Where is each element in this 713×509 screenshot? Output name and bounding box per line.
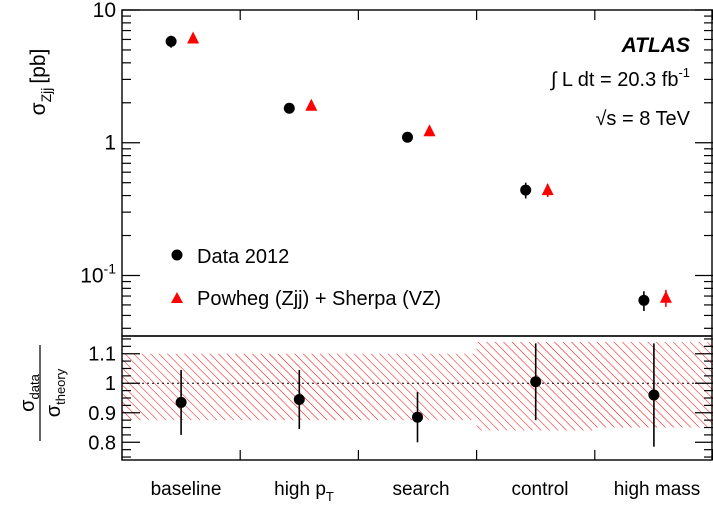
theory-point [305, 98, 318, 111]
theory-point [659, 290, 672, 303]
ratio-point [412, 411, 423, 423]
svg-text:σdata: σdata [17, 373, 42, 411]
legend-data-marker [171, 249, 183, 261]
upper-y-tick-label: 10 [93, 0, 116, 22]
theory-point [423, 124, 436, 137]
x-label-baseline: baseline [151, 479, 222, 500]
upper-y-axis-label: σZjj[pb] [27, 49, 54, 116]
x-label-high-mass: high mass [614, 479, 701, 500]
x-label-control: control [511, 479, 568, 500]
legend-theory-label: Powheg (Zjj) + Sherpa (VZ) [197, 288, 441, 310]
upper-y-tick-label: 1 [104, 132, 116, 155]
theory-point [541, 183, 554, 196]
ratio-point [648, 389, 660, 401]
ratio-y-tick-label: 1.1 [88, 344, 116, 366]
legend: Data 2012 Powheg (Zjj) + Sherpa (VZ) [171, 246, 441, 310]
data-point [283, 102, 295, 114]
x-axis-labels: baseline high pT search control high mas… [151, 479, 701, 504]
data-point [165, 35, 177, 47]
atlas-label: ATLAS [621, 34, 690, 57]
legend-theory-marker [171, 292, 183, 303]
ratio-y-tick-label: 0.9 [88, 403, 116, 425]
ratio-y-tick-label: 0.8 [88, 432, 116, 454]
x-label-search: search [392, 479, 449, 500]
x-label-high-pt: high pT [274, 479, 334, 504]
luminosity-label: ∫ L dt = 20.3 fb-1 [550, 65, 690, 91]
svg-text:σtheory: σtheory [43, 368, 68, 417]
ratio-panel: 1.1 1 0.9 0.8 [88, 10, 713, 461]
energy-label: √s = 8 TeV [595, 108, 690, 130]
ratio-y-axis-label: σdata σtheory [17, 345, 68, 441]
ratio-point [530, 376, 542, 388]
ratio-y-tick-label: 1 [105, 373, 116, 395]
ratio-point [293, 393, 305, 405]
data-point [638, 294, 650, 306]
upper-y-tick-label: 10-1 [80, 260, 116, 287]
legend-data-label: Data 2012 [197, 246, 289, 268]
ratio-frame [121, 335, 713, 461]
ratio-point [175, 396, 187, 408]
data-point [520, 184, 532, 196]
theory-point [187, 31, 200, 44]
data-point [402, 131, 413, 143]
upper-panel: 10 1 10-1 [80, 0, 713, 337]
